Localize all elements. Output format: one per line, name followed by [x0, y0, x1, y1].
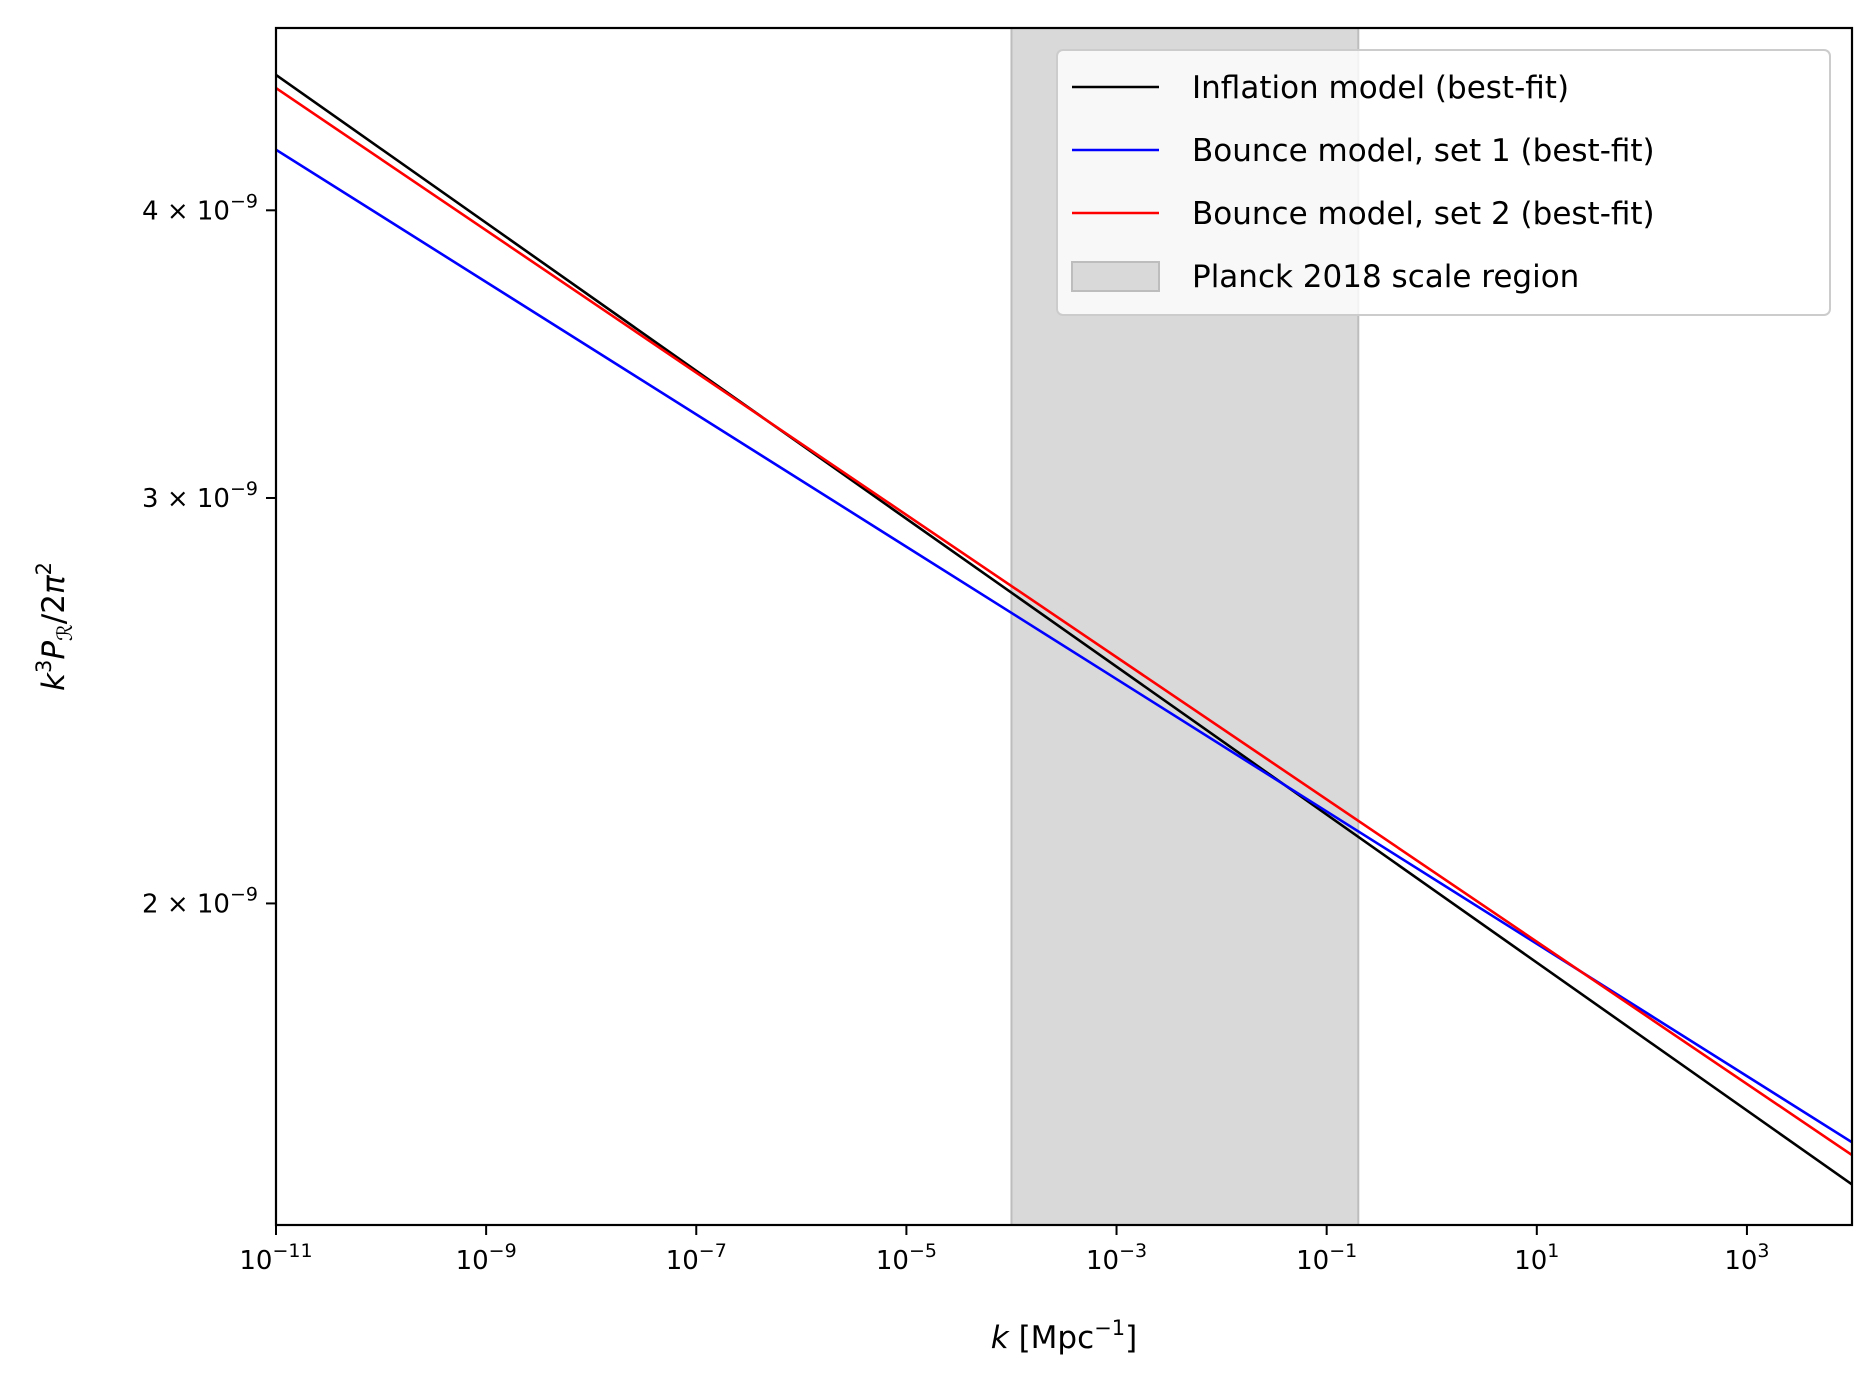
legend-label-2: Bounce model, set 1 (best-fit) [1192, 133, 1655, 169]
legend: Inflation model (best-fit) Bounce model, … [1056, 49, 1831, 316]
legend-swatch-shaded-region [1071, 261, 1160, 292]
legend-label-1: Inflation model (best-fit) [1192, 70, 1569, 106]
series-line-1 [276, 73, 1852, 1186]
axes: 10−11 10−9 10−7 10−5 10−3 10−1 101 103 4 × 10−9 3… [32, 26, 1854, 1356]
legend-box [1056, 49, 1831, 316]
legend-label-3: Bounce model, set 2 (best-fit) [1192, 196, 1655, 232]
x-tick-label-1: 10−9 [456, 1240, 517, 1276]
x-tick-label-5: 10−1 [1296, 1240, 1357, 1276]
plot-frame [274, 26, 1854, 1227]
y-tick-label-2: 2 × 10−9 [142, 883, 258, 919]
x-tick-label-7: 103 [1724, 1240, 1769, 1276]
y-axis-label: k3Pℛ/2π2 [32, 562, 77, 691]
y-tick-label-0: 4 × 10−9 [142, 190, 258, 226]
x-tick-label-2: 10−7 [666, 1240, 727, 1276]
x-axis-label: k [Mpc−1] [991, 1316, 1137, 1356]
series-line-3 [276, 87, 1852, 1157]
y-tick-label-1: 3 × 10−9 [142, 478, 258, 514]
x-tick-label-4: 10−3 [1086, 1240, 1147, 1276]
x-tick-label-3: 10−5 [876, 1240, 937, 1276]
legend-label-shaded-region: Planck 2018 scale region [1192, 259, 1579, 295]
x-tick-label-0: 10−11 [239, 1240, 312, 1276]
x-tick-label-6: 101 [1514, 1240, 1559, 1276]
